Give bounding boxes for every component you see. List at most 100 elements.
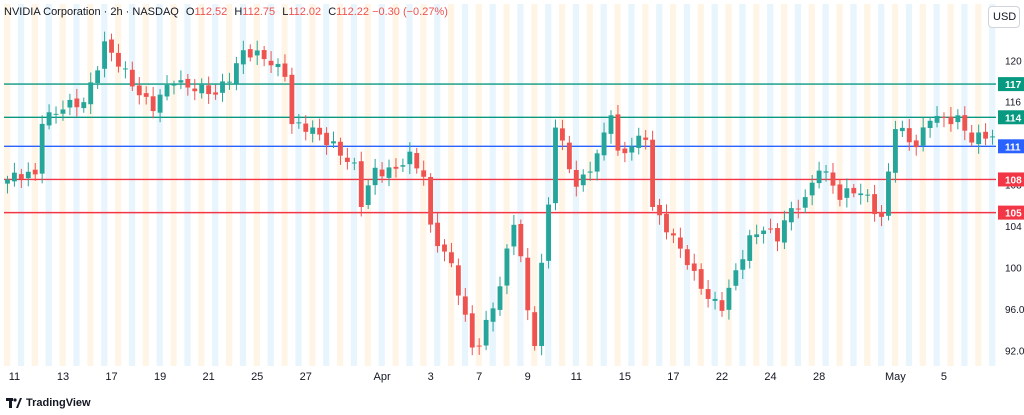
candle-body [643, 137, 649, 140]
candle-body [32, 169, 38, 175]
candle-body [955, 115, 961, 123]
session-band [142, 4, 149, 366]
candle-body [858, 193, 864, 196]
candle-body [74, 98, 80, 108]
candle-body [421, 170, 427, 177]
price-axis: 92.096.010010410811211612011711411110810… [996, 0, 1024, 385]
x-tick-label: 21 [203, 371, 215, 383]
level-tag-label: 117 [1005, 80, 1022, 91]
session-band [45, 4, 52, 366]
candle-body [948, 116, 954, 125]
candle-body [525, 257, 531, 311]
session-band [406, 4, 413, 366]
candle-body [88, 82, 94, 105]
candle-body [747, 235, 753, 261]
x-tick-label: 19 [154, 371, 166, 383]
candle-body [206, 85, 212, 95]
candle-body [296, 122, 302, 124]
candle-body [81, 102, 87, 109]
candle-body [553, 127, 558, 204]
x-tick-label: 7 [476, 371, 482, 383]
level-tag-108 [998, 172, 1024, 187]
session-band [656, 4, 663, 366]
tradingview-logo[interactable]: TradingView [6, 397, 91, 409]
candle-body [365, 185, 371, 205]
candle-body [913, 140, 919, 148]
open-value: 112.52 [194, 6, 228, 18]
candle-body [261, 50, 267, 60]
candle-body [490, 308, 496, 322]
candlestick-series [5, 31, 995, 356]
session-band [767, 4, 774, 366]
session-band [156, 4, 163, 366]
candle-body [733, 270, 739, 286]
candle-body [608, 115, 614, 134]
level-tag-105 [998, 205, 1024, 220]
candle-body [809, 182, 815, 196]
candle-body [872, 194, 878, 215]
candle-body [983, 131, 989, 139]
session-band [697, 4, 704, 366]
candle-body [435, 222, 440, 247]
x-tick-label: 17 [667, 371, 679, 383]
session-band [253, 4, 260, 366]
y-tick-label: 116 [1005, 98, 1021, 109]
level-tag-111 [998, 139, 1024, 154]
symbol-title: NVIDIA Corporation · 2h · NASDAQ [4, 6, 179, 18]
session-band [739, 4, 746, 366]
session-band [101, 4, 108, 366]
candle-body [407, 151, 413, 165]
candle-body [220, 81, 225, 93]
session-band [350, 4, 358, 366]
brand-text: TradingView [26, 397, 91, 409]
candle-body [185, 78, 191, 88]
session-band [212, 4, 219, 366]
candle-body [157, 94, 163, 113]
candle-body [67, 99, 73, 108]
candle-body [802, 197, 808, 208]
candle-body [386, 167, 392, 178]
x-tick-label: 9 [525, 371, 531, 383]
candle-body [289, 74, 295, 125]
candle-body [393, 166, 399, 169]
session-band [794, 4, 802, 366]
candle-body [497, 286, 503, 310]
candle-body [268, 60, 274, 66]
candle-body [344, 157, 350, 162]
candle-body [317, 127, 323, 135]
candle-body [483, 319, 489, 346]
candle-body [851, 187, 857, 194]
session-band [545, 4, 552, 366]
candle-body [53, 113, 59, 115]
x-tick-label: 25 [251, 371, 263, 383]
session-band [309, 4, 316, 366]
candle-body [788, 208, 794, 223]
symbol-legend: NVIDIA Corporation · 2h · NASDAQ O112.52… [4, 6, 448, 18]
session-band [669, 4, 677, 366]
session-band [628, 4, 635, 366]
candle-body [150, 96, 156, 112]
candle-body [275, 63, 281, 68]
candle-body [587, 171, 593, 173]
session-band [989, 4, 996, 366]
currency-selector[interactable]: USD [988, 6, 1020, 28]
candle-body [5, 179, 10, 184]
candle-body [886, 171, 891, 216]
candle-body [976, 132, 982, 145]
candle-body [351, 162, 357, 164]
time-axis: 11 13 17 19 21 25 27 Apr 3 7 9 11 15 17 22 24 28 May 5 [9, 371, 947, 383]
candle-body [372, 167, 378, 186]
candle-body [920, 127, 926, 146]
session-band [392, 4, 399, 366]
session-band [961, 4, 968, 366]
candle-body [213, 92, 219, 95]
low-value: 112.02 [288, 6, 322, 18]
close-label: C [328, 6, 337, 18]
candle-body [192, 88, 198, 92]
session-band [683, 4, 691, 366]
candle-body [143, 93, 149, 97]
low-label: L [282, 6, 289, 18]
session-band [891, 4, 899, 366]
session-band [59, 4, 66, 366]
